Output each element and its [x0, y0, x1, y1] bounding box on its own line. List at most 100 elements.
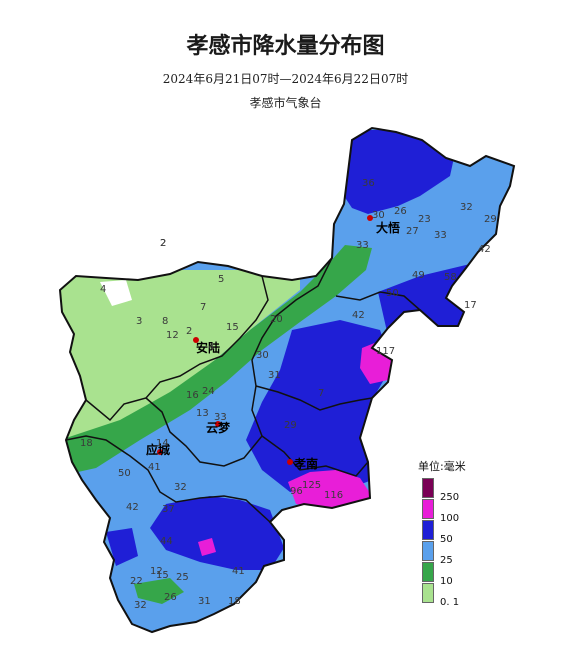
station-value: 37 — [162, 504, 175, 515]
station-value: 30 — [372, 210, 385, 221]
zone-rainstorm-south — [150, 496, 284, 570]
station-value: 15 — [156, 570, 169, 581]
station-value: 18 — [80, 438, 93, 449]
station-value: 125 — [302, 480, 321, 491]
station-value: 13 — [196, 408, 209, 419]
zone-rainstorm-southwest — [106, 528, 138, 566]
station-value: 33 — [356, 240, 369, 251]
station-value: 96 — [290, 486, 303, 497]
city-name-yingcheng: 应城 — [146, 442, 170, 457]
zone-light-rain-west — [60, 270, 300, 450]
county-boundaries — [65, 257, 421, 523]
zone-no-rain — [100, 280, 132, 306]
boundary-xiaonan-north — [255, 385, 373, 411]
boundary-south — [65, 435, 271, 523]
city-marker-dawu — [367, 215, 373, 221]
station-value: 14 — [156, 438, 169, 449]
legend: 单位:毫米 250 100 50 25 10 0. 1 — [418, 458, 538, 618]
station-value: 2 — [160, 238, 166, 249]
station-value: 4 — [100, 284, 106, 295]
boundary-west-south — [85, 275, 269, 422]
station-value: 117 — [376, 346, 395, 357]
legend-level-label: 25 — [440, 555, 453, 566]
station-value: 41 — [232, 566, 245, 577]
city-marker-anlu — [193, 337, 199, 343]
station-value: 22 — [130, 576, 143, 587]
city-name-anlu: 安陆 — [196, 340, 220, 355]
legend-swatch — [422, 478, 434, 498]
station-value: 29 — [484, 214, 497, 225]
station-value: 4 — [208, 342, 214, 353]
station-value: 32 — [174, 482, 187, 493]
legend-swatch — [422, 583, 434, 603]
city-name-yunmeng: 云梦 — [206, 420, 231, 435]
city-labels: 大悟 安陆 云梦 应城 孝南 — [146, 215, 400, 471]
city-marker-yingcheng — [157, 449, 163, 455]
legend-level-label: 50 — [440, 534, 453, 545]
legend-title: 单位:毫米 — [418, 460, 466, 473]
station-value: 26 — [394, 206, 407, 217]
zone-rainstorm-north — [330, 130, 460, 214]
legend-swatch — [422, 520, 434, 540]
station-value: 116 — [324, 490, 343, 501]
station-value: 26 — [164, 592, 177, 603]
page-title: 孝感市降水量分布图 — [186, 34, 385, 59]
station-value: 17 — [464, 300, 477, 311]
zone-moderate-rain-south — [134, 578, 184, 604]
station-value: 8 — [162, 316, 168, 327]
station-value: 42 — [478, 244, 491, 255]
legend-swatch — [422, 499, 434, 519]
station-value: 33 — [214, 412, 227, 423]
boundary-central-east — [251, 257, 369, 477]
station-value: 25 — [176, 572, 189, 583]
station-value: 23 — [418, 214, 431, 225]
station-value: 36 — [362, 178, 375, 189]
zone-heavy-rainstorm-south — [198, 538, 216, 556]
zone-moderate-rain-band — [60, 245, 372, 476]
station-value: 15 — [226, 322, 239, 333]
station-value: 5 — [218, 274, 224, 285]
boundary-yingcheng-north — [145, 397, 263, 467]
legend-swatch — [422, 562, 434, 582]
zone-rainstorm-central — [246, 320, 392, 496]
station-value: 24 — [202, 386, 215, 397]
station-value: 3 — [136, 316, 142, 327]
station-value: 7 — [200, 302, 206, 313]
city-marker-xiaonan — [287, 459, 293, 465]
station-value: 50 — [386, 288, 399, 299]
legend-level-label: 0. 1 — [440, 597, 460, 608]
station-value: 41 — [148, 462, 161, 473]
station-value: 12 — [150, 566, 163, 577]
station-value: 42 — [352, 310, 365, 321]
city-name-dawu: 大悟 — [376, 220, 400, 235]
time-range-subtitle: 2024年6月21日07时—2024年6月22日07时 — [162, 72, 409, 86]
city-name-xiaonan: 孝南 — [293, 456, 318, 471]
station-value: 12 — [166, 330, 179, 341]
city-marker-yunmeng — [215, 421, 221, 427]
station-value: 32 — [460, 202, 473, 213]
station-value: 7 — [318, 388, 324, 399]
legend-level-label: 10 — [440, 576, 453, 587]
station-value: 32 — [134, 600, 147, 611]
legend-level-label: 100 — [440, 513, 460, 524]
station-value: 31 — [268, 370, 281, 381]
station-value: 50 — [118, 468, 131, 479]
station-value: 16 — [186, 390, 199, 401]
station-value: 44 — [160, 536, 173, 547]
station-value: 20 — [270, 314, 283, 325]
station-value: 30 — [256, 350, 269, 361]
city-boundary — [58, 126, 516, 634]
zone-heavy-rainstorm-southeast — [288, 470, 372, 508]
boundary-dawu-south — [335, 291, 421, 311]
station-value: 31 — [198, 596, 211, 607]
issuer-label: 孝感市气象台 — [249, 96, 322, 110]
station-value: 18 — [228, 596, 241, 607]
station-value: 2 — [186, 326, 192, 337]
station-value: 2 — [160, 238, 166, 249]
station-value: 58 — [444, 272, 457, 283]
legend-swatch — [422, 541, 434, 561]
station-value: 49 — [412, 270, 425, 281]
station-value: 42 — [126, 502, 139, 513]
